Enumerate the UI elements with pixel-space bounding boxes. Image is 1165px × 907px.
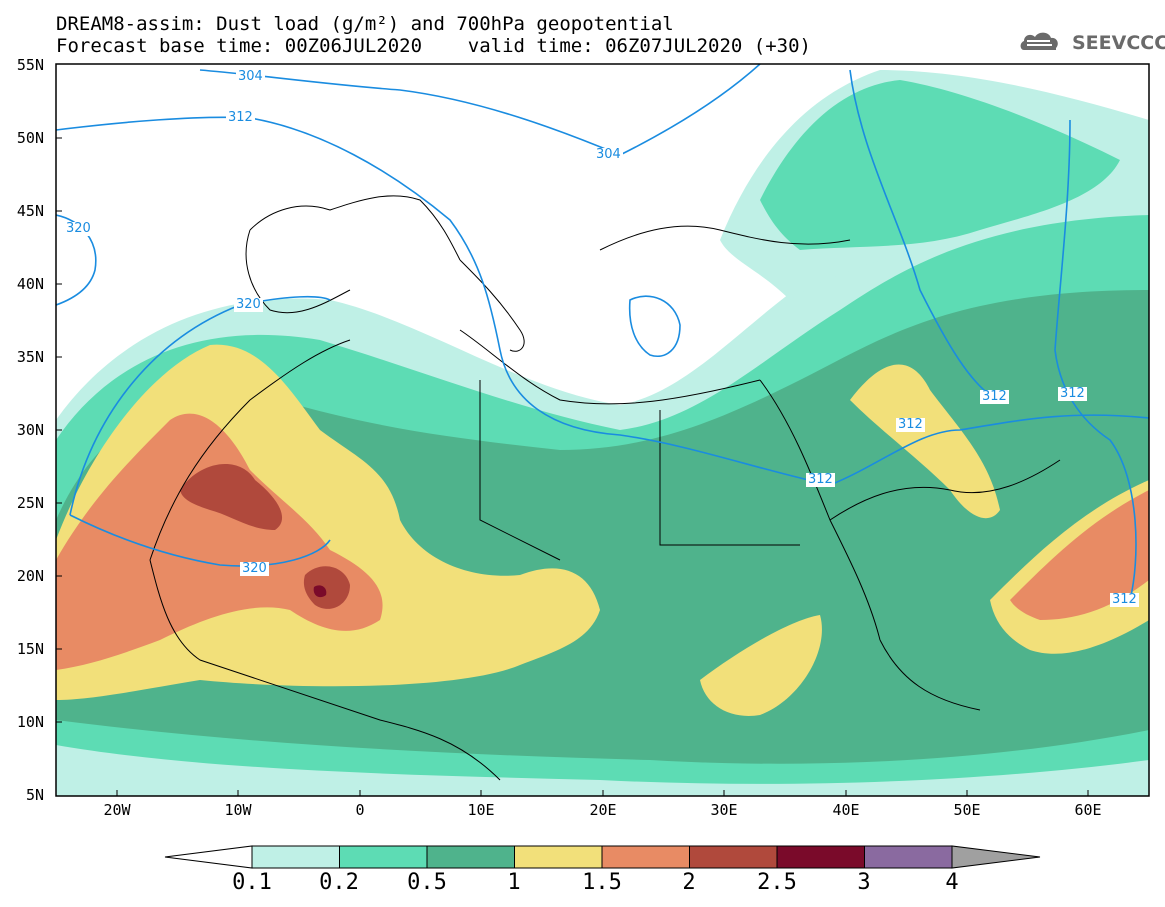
dust-band-2 (180, 463, 283, 530)
lat-label: 40N (16, 275, 44, 293)
contour-label: 320 (64, 221, 93, 236)
colorbar-arrow-left (164, 845, 253, 869)
dust-band-2-b (303, 566, 350, 609)
dust-band-1-horn (700, 615, 822, 716)
dust-band-1.5 (56, 413, 383, 670)
contour-aegean (628, 295, 681, 357)
colorbar (164, 845, 1041, 869)
lon-label: 20W (103, 801, 131, 819)
colorbar-tick-label: 1 (507, 870, 521, 895)
geopotential-contours (56, 64, 1149, 601)
dust-band-0.2-ne (760, 80, 1120, 250)
lat-label: 35N (16, 348, 44, 366)
colorbar-tick-label: 4 (945, 870, 959, 895)
lon-label: 40E (832, 801, 860, 819)
lat-label: 5N (25, 786, 44, 804)
map-title-line2: Forecast base time: 00Z06JUL2020 valid t… (56, 35, 811, 57)
logo-text: SEEVCCC (1072, 32, 1165, 54)
lat-label: 10N (16, 713, 44, 731)
lon-label: 0 (355, 801, 365, 819)
colorbar-segment (776, 845, 865, 869)
lat-label: 20N (16, 567, 44, 585)
lon-label: 50E (953, 801, 981, 819)
contour-label: 320 (234, 297, 263, 312)
colorbar-tick-label: 0.2 (319, 870, 359, 895)
colorbar-tick-label: 2 (682, 870, 696, 895)
contour-label: 312 (896, 417, 925, 432)
colorbar-segment (426, 845, 515, 869)
contour-312 (56, 116, 1149, 486)
colorbar-tick-label: 0.1 (232, 870, 272, 895)
coastlines (149, 195, 1061, 781)
lat-label: 15N (16, 640, 44, 658)
colorbar-segment (251, 845, 340, 869)
lon-label: 60E (1074, 801, 1102, 819)
lat-label: 55N (16, 56, 44, 74)
contour-320-s (69, 514, 331, 567)
contour-label: 304 (236, 69, 265, 84)
colorbar-tick-label: 0.5 (407, 870, 447, 895)
contour-label: 304 (594, 147, 623, 162)
colorbar-segment (689, 845, 778, 869)
contour-label: 312 (1058, 386, 1087, 401)
lon-label: 10W (224, 801, 252, 819)
contour-312-n (849, 69, 991, 396)
colorbar-tick-label: 2.5 (757, 870, 797, 895)
cloud-logo-icon (1020, 32, 1058, 50)
lat-label: 25N (16, 494, 44, 512)
colorbar-arrow-right (951, 845, 1041, 869)
lat-label: 45N (16, 202, 44, 220)
dust-band-2.5 (313, 585, 327, 598)
contour-label: 312 (226, 110, 255, 125)
colorbar-segment (339, 845, 428, 869)
contour-label: 320 (240, 561, 269, 576)
map-title-line1: DREAM8-assim: Dust load (g/m²) and 700hP… (56, 13, 674, 35)
colorbar-segment (514, 845, 603, 869)
colorbar-segment (601, 845, 690, 869)
lon-label: 10E (467, 801, 495, 819)
colorbar-tick-label: 3 (857, 870, 871, 895)
dust-band-1-arabia (850, 364, 1000, 519)
lon-label: 30E (710, 801, 738, 819)
lat-label: 50N (16, 129, 44, 147)
contour-label: 312 (980, 389, 1009, 404)
contour-320-w (69, 295, 331, 516)
lon-label: 20E (589, 801, 617, 819)
colorbar-tick-label: 1.5 (582, 870, 622, 895)
contour-304 (199, 64, 761, 156)
lat-label: 30N (16, 421, 44, 439)
contour-label: 312 (1110, 592, 1139, 607)
colorbar-segment (864, 845, 953, 869)
axis-ticks (56, 137, 1089, 796)
contour-label: 312 (806, 472, 835, 487)
dust-band-1.5-east (1010, 490, 1149, 620)
